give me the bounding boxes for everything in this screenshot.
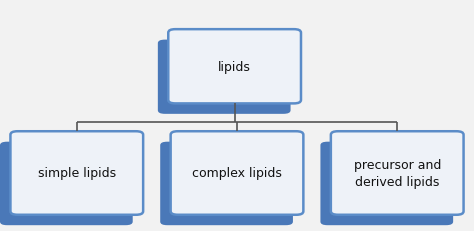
Text: simple lipids: simple lipids bbox=[38, 167, 116, 180]
FancyBboxPatch shape bbox=[168, 30, 301, 104]
FancyBboxPatch shape bbox=[10, 132, 143, 215]
Text: precursor and
derived lipids: precursor and derived lipids bbox=[354, 158, 441, 188]
FancyBboxPatch shape bbox=[0, 142, 133, 225]
FancyBboxPatch shape bbox=[158, 40, 291, 114]
Text: complex lipids: complex lipids bbox=[192, 167, 282, 180]
FancyBboxPatch shape bbox=[320, 142, 453, 225]
FancyBboxPatch shape bbox=[331, 132, 464, 215]
FancyBboxPatch shape bbox=[171, 132, 303, 215]
FancyBboxPatch shape bbox=[160, 142, 293, 225]
Text: lipids: lipids bbox=[218, 61, 251, 73]
